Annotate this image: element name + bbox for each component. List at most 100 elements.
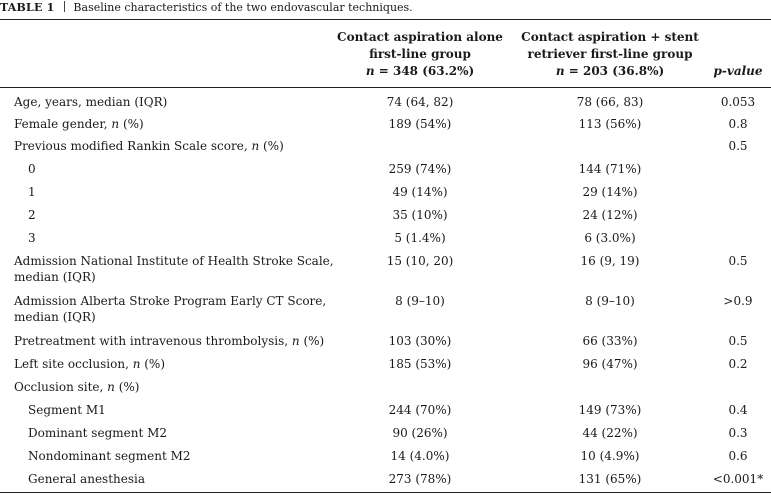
value-aspiration-alone: 49 (14%) — [392, 185, 448, 199]
row-label-text: 2 — [28, 208, 36, 222]
row-label: 3 — [28, 230, 358, 246]
p-value: 0.5 — [728, 334, 748, 348]
row-label-suffix: (%) — [259, 139, 284, 153]
column-header-line: first-line group — [369, 47, 471, 61]
header-rule — [0, 87, 771, 88]
n-symbol: n — [251, 139, 260, 153]
row-label: Age, years, median (IQR) — [14, 94, 344, 110]
row-label-text: Nondominant segment M2 — [28, 449, 191, 463]
row-label-text: Admission National Institute of Health S… — [14, 254, 334, 268]
value-aspiration-stent: 6 (3.0%) — [584, 231, 636, 245]
value-aspiration-alone: 189 (54%) — [388, 117, 452, 131]
row-label-text: Occlusion site, — [14, 380, 108, 394]
row-label-text: 3 — [28, 231, 36, 245]
value-aspiration-stent: 113 (56%) — [578, 117, 642, 131]
n-symbol: n — [555, 64, 565, 78]
value-aspiration-stent: 78 (66, 83) — [576, 95, 644, 109]
value-aspiration-alone: 5 (1.4%) — [394, 231, 446, 245]
row-label: Left site occlusion, n (%) — [14, 356, 344, 372]
column-header-n: n = 348 (63.2%) — [335, 63, 505, 80]
column-header-p-value: p-value — [713, 64, 763, 78]
p-value: 0.3 — [728, 426, 748, 440]
value-aspiration-alone: 8 (9–10) — [395, 294, 445, 308]
n-symbol: n — [111, 117, 120, 131]
value-aspiration-alone: 74 (64, 82) — [386, 95, 454, 109]
row-label-text: Left site occlusion, — [14, 357, 133, 371]
value-aspiration-stent: 144 (71%) — [578, 162, 642, 176]
row-label-text: Female gender, — [14, 117, 112, 131]
row-label-text: Dominant segment M2 — [28, 426, 168, 440]
p-value: 0.5 — [728, 254, 748, 268]
value-aspiration-stent: 16 (9, 19) — [580, 254, 640, 268]
value-aspiration-stent: 29 (14%) — [582, 185, 638, 199]
row-label: 0 — [28, 161, 358, 177]
value-aspiration-alone: 273 (78%) — [388, 472, 452, 486]
caption-divider — [64, 1, 66, 12]
p-value: 0.2 — [728, 357, 748, 371]
value-aspiration-stent: 131 (65%) — [578, 472, 642, 486]
n-symbol: n — [132, 357, 141, 371]
p-value: 0.6 — [728, 449, 748, 463]
p-value: 0.5 — [728, 139, 748, 153]
n-symbol: n — [365, 64, 375, 78]
value-aspiration-alone: 90 (26%) — [392, 426, 448, 440]
value-aspiration-alone: 185 (53%) — [388, 357, 452, 371]
column-header-n-value: = 203 (36.8%) — [568, 64, 665, 78]
row-label-suffix: (%) — [299, 334, 325, 348]
row-label: Pretreatment with intravenous thrombolys… — [14, 333, 344, 349]
column-header-line: retriever first-line group — [527, 47, 693, 61]
value-aspiration-alone: 259 (74%) — [388, 162, 452, 176]
p-value: 0.8 — [728, 117, 748, 131]
p-value: 0.053 — [720, 95, 756, 109]
column-header-line: Contact aspiration + stent — [521, 30, 699, 44]
row-label: Nondominant segment M2 — [28, 448, 358, 464]
row-label-suffix: (%) — [140, 357, 166, 371]
column-header-line: Contact aspiration alone — [337, 30, 503, 44]
value-aspiration-stent: 8 (9–10) — [585, 294, 635, 308]
row-label-text: 0 — [28, 162, 36, 176]
row-label-text: Admission Alberta Stroke Program Early C… — [14, 294, 327, 308]
table-caption: TABLE 1 Baseline characteristics of the t… — [0, 0, 771, 16]
row-label-continuation: median (IQR) — [14, 310, 96, 324]
row-label: Dominant segment M2 — [28, 425, 358, 441]
column-header-n: n = 203 (36.8%) — [520, 63, 700, 80]
row-label-text: Age, years, median (IQR) — [14, 95, 168, 109]
row-label-text: Pretreatment with intravenous thrombolys… — [14, 334, 292, 348]
row-label: Segment M1 — [28, 402, 358, 418]
table-label: TABLE 1 — [0, 1, 55, 14]
value-aspiration-alone: 103 (30%) — [388, 334, 452, 348]
value-aspiration-stent: 24 (12%) — [582, 208, 638, 222]
column-header-aspiration-stent: Contact aspiration + stent retriever fir… — [520, 29, 700, 80]
column-header-n-value: = 348 (63.2%) — [378, 64, 475, 78]
row-label: Previous modified Rankin Scale score, n … — [14, 138, 344, 154]
row-label-suffix: (%) — [119, 117, 144, 131]
column-header-aspiration-alone: Contact aspiration alone first-line grou… — [335, 29, 505, 80]
row-label: General anesthesia — [28, 471, 358, 487]
value-aspiration-alone: 15 (10, 20) — [386, 254, 454, 268]
n-symbol: n — [107, 380, 115, 394]
value-aspiration-alone: 35 (10%) — [392, 208, 448, 222]
row-label-text: Previous modified Rankin Scale score, — [14, 139, 252, 153]
value-aspiration-stent: 149 (73%) — [578, 403, 642, 417]
row-label: Admission National Institute of Health S… — [14, 253, 344, 285]
row-label-text: Segment M1 — [28, 403, 106, 417]
row-label-suffix: (%) — [114, 380, 140, 394]
bottom-rule — [0, 492, 771, 493]
row-label-text: 1 — [28, 185, 36, 199]
row-label-text: General anesthesia — [28, 472, 146, 486]
row-label: 1 — [28, 184, 358, 200]
row-label: Female gender, n (%) — [14, 116, 344, 132]
row-label: Occlusion site, n (%) — [14, 379, 344, 395]
value-aspiration-alone: 244 (70%) — [388, 403, 452, 417]
caption-text: Baseline characteristics of the two endo… — [73, 1, 413, 14]
n-symbol: n — [291, 334, 300, 348]
value-aspiration-stent: 44 (22%) — [582, 426, 638, 440]
value-aspiration-stent: 66 (33%) — [582, 334, 638, 348]
value-aspiration-alone: 14 (4.0%) — [390, 449, 450, 463]
value-aspiration-stent: 10 (4.9%) — [580, 449, 640, 463]
row-label-continuation: median (IQR) — [14, 270, 96, 284]
row-label: 2 — [28, 207, 358, 223]
p-value: 0.4 — [728, 403, 748, 417]
row-label: Admission Alberta Stroke Program Early C… — [14, 293, 344, 325]
top-rule — [0, 19, 771, 20]
